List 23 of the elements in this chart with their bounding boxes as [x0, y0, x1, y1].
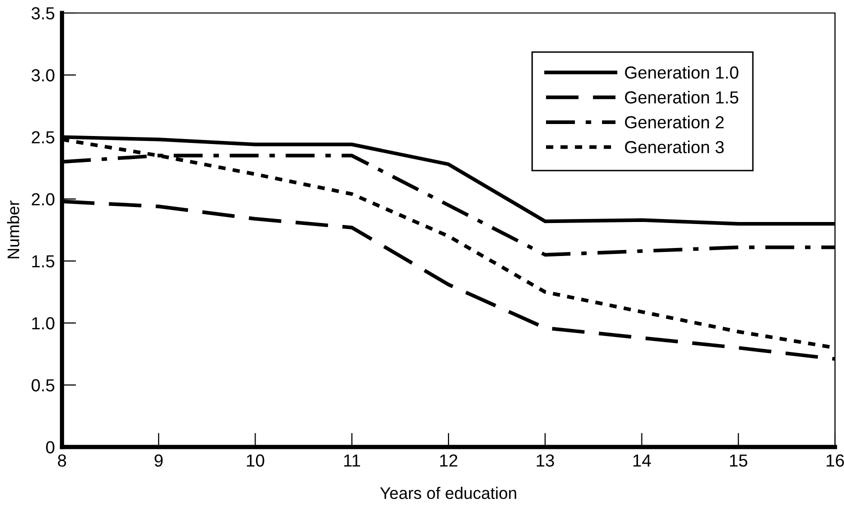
y-tick-label: 1.0	[32, 317, 54, 330]
x-tick-label: 10	[246, 454, 264, 467]
y-tick-label: 3.5	[32, 7, 54, 20]
x-tick-label: 15	[730, 454, 748, 467]
y-tick-label: 0	[46, 441, 54, 454]
x-tick-label: 14	[633, 454, 651, 467]
y-tick-label: 0.5	[32, 379, 54, 392]
x-tick-label: 12	[440, 454, 458, 467]
legend-label: Generation 2	[625, 116, 724, 128]
legend-label: Generation 1.5	[625, 90, 738, 104]
x-tick-label: 11	[344, 454, 360, 467]
legend-label: Generation 1.0	[625, 66, 738, 79]
y-tick-label: 2.0	[32, 193, 54, 206]
x-tick-label: 13	[536, 454, 554, 467]
y-tick-label: 1.5	[32, 255, 54, 268]
y-tick-label: 2.5	[32, 131, 54, 144]
x-tick-label: 8	[58, 454, 66, 467]
x-tick-label: 9	[154, 454, 163, 467]
x-tick-label: 16	[826, 454, 844, 467]
y-tick-label: 3.0	[32, 69, 54, 82]
y-axis-title: Number	[7, 200, 20, 258]
x-axis-title: Years of education	[380, 486, 516, 500]
legend-label: Generation 3	[625, 140, 724, 154]
